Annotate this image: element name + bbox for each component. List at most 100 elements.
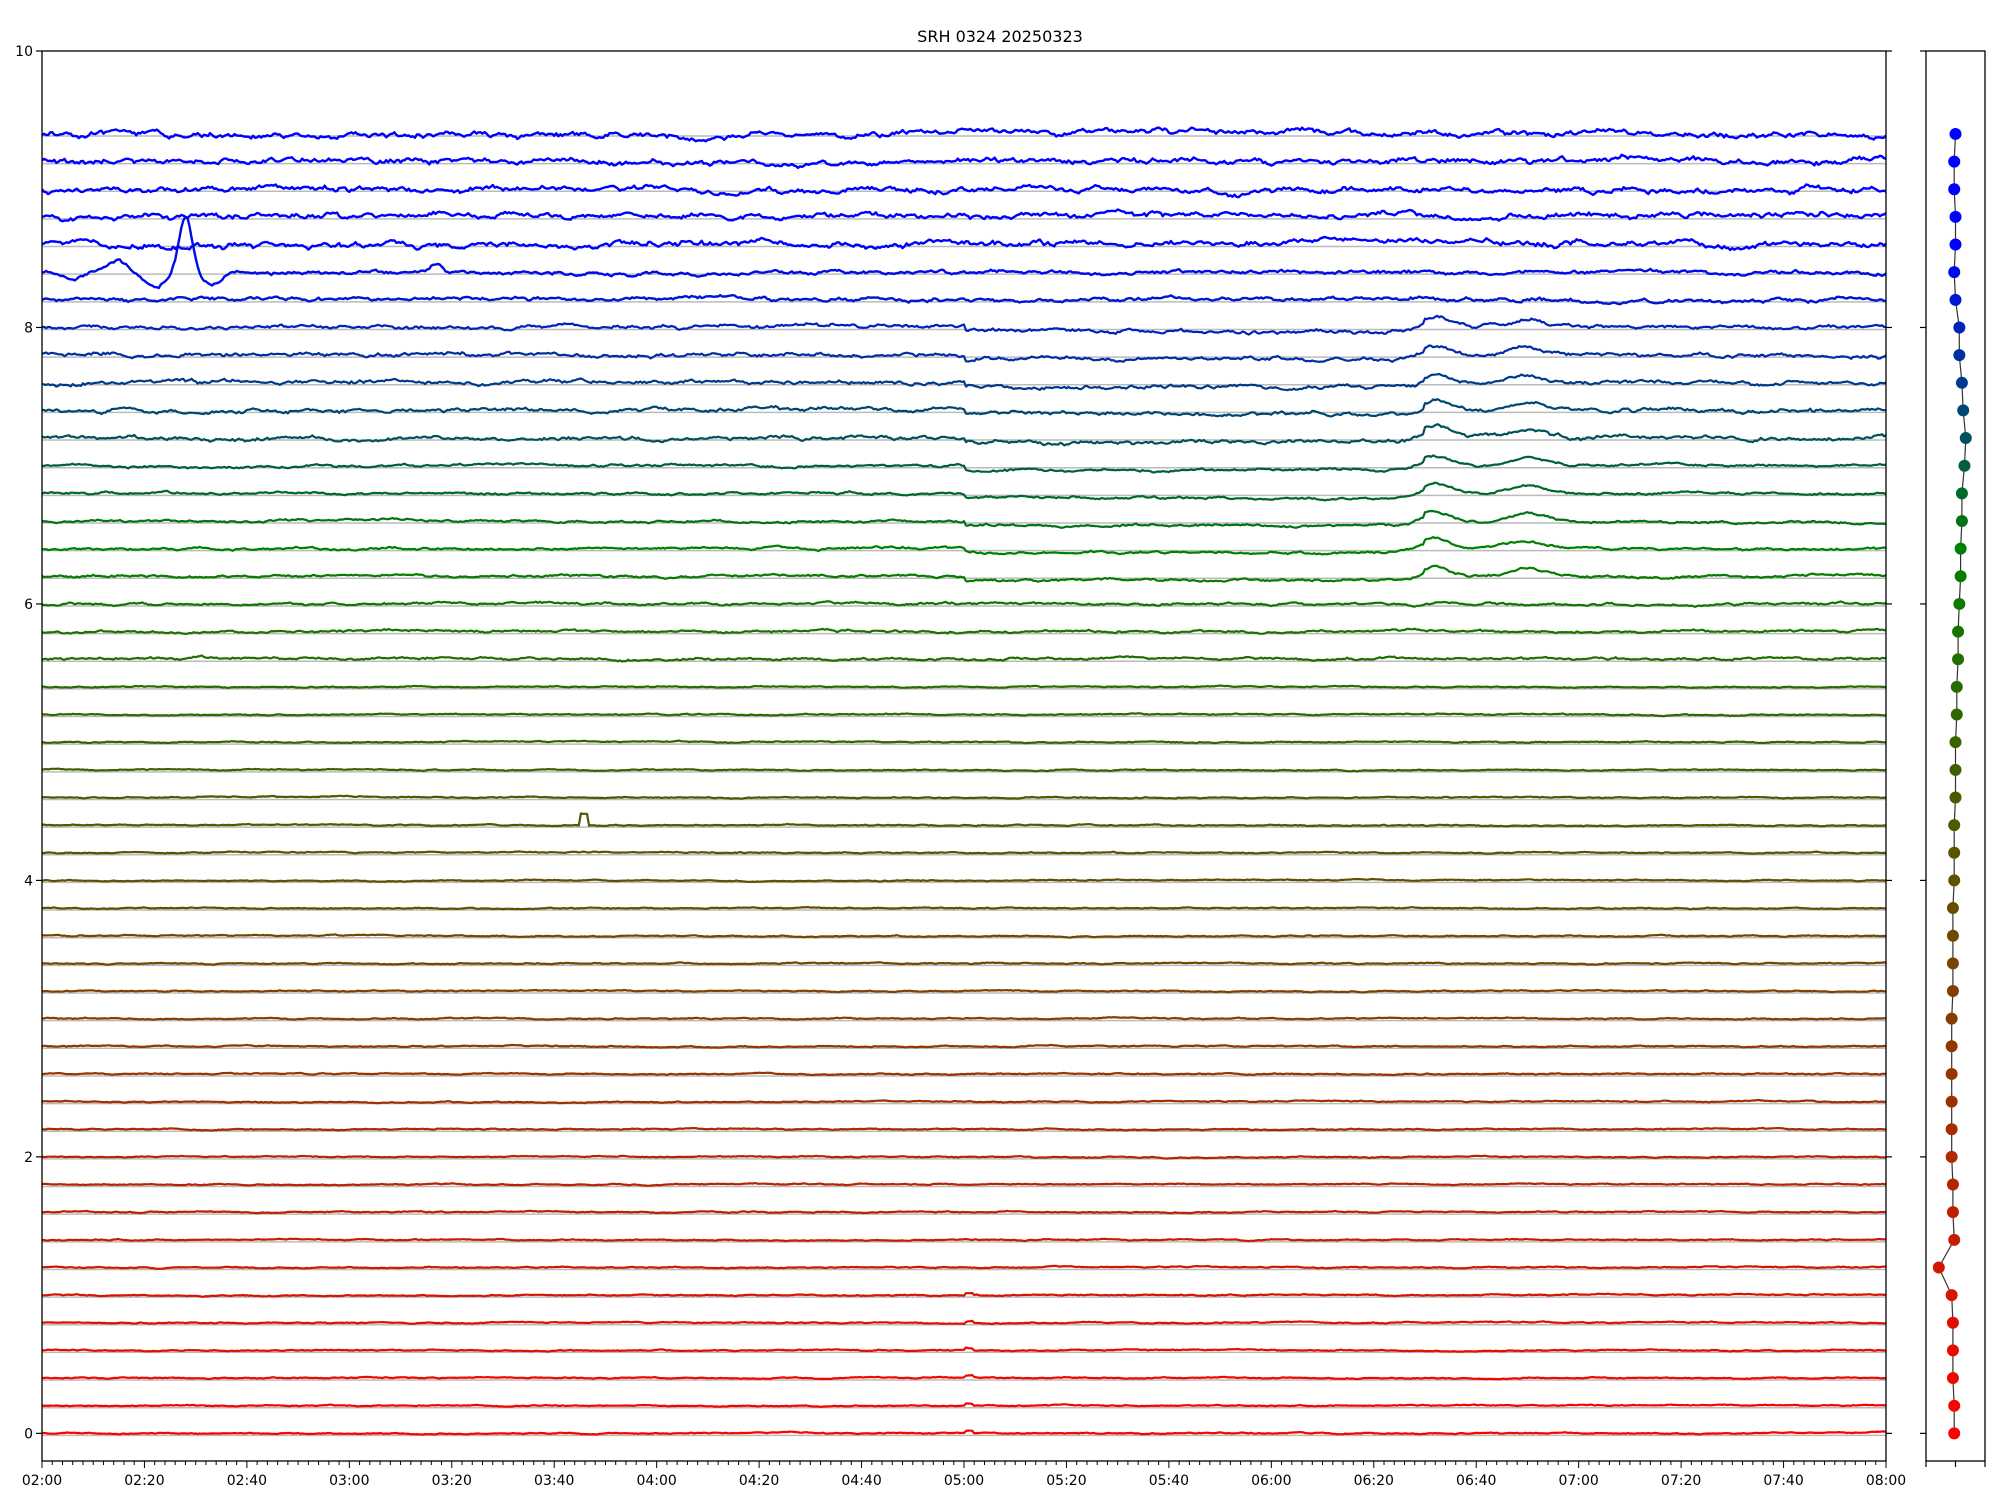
side-point xyxy=(1949,127,1962,140)
side-point xyxy=(1948,846,1961,859)
trace-line xyxy=(41,1043,1887,1049)
x-tick-label: 03:40 xyxy=(534,1473,574,1489)
side-point xyxy=(1948,874,1961,887)
x-tick-label: 07:20 xyxy=(1661,1473,1701,1489)
side-point xyxy=(1946,1344,1959,1357)
side-point xyxy=(1957,404,1970,417)
x-tick-label: 06:40 xyxy=(1456,1473,1496,1489)
trace-line xyxy=(41,739,1887,745)
side-point xyxy=(1949,293,1962,306)
side-point xyxy=(1948,183,1961,196)
side-point xyxy=(1955,376,1968,389)
y-tick-label: 6 xyxy=(24,597,33,613)
y-tick-label: 4 xyxy=(24,873,33,889)
side-point xyxy=(1948,819,1961,832)
side-point xyxy=(1954,542,1967,555)
side-point xyxy=(1948,155,1961,168)
x-tick-label: 04:20 xyxy=(739,1473,779,1489)
side-point xyxy=(1953,597,1966,610)
side-point xyxy=(1949,210,1962,223)
x-tick-label: 05:40 xyxy=(1149,1473,1189,1489)
trace-line xyxy=(42,536,1887,556)
trace-line xyxy=(42,1429,1887,1436)
x-tick-label: 07:40 xyxy=(1763,1473,1803,1489)
side-point xyxy=(1949,238,1962,251)
trace-line xyxy=(41,372,1887,392)
main-axes-frame xyxy=(41,50,1887,1462)
side-point xyxy=(1955,487,1968,500)
trace-line xyxy=(41,1126,1887,1132)
side-point xyxy=(1946,1316,1959,1329)
trace-line xyxy=(41,767,1887,773)
trace-line xyxy=(41,398,1886,418)
side-point xyxy=(1953,349,1966,362)
x-tick-label: 02:00 xyxy=(22,1473,62,1489)
side-panel xyxy=(1920,50,1986,1467)
side-point xyxy=(1946,902,1959,915)
side-point xyxy=(1952,625,1965,638)
side-point xyxy=(1958,459,1971,472)
trace-line xyxy=(41,1264,1887,1270)
side-point xyxy=(1959,432,1972,445)
side-point xyxy=(1949,763,1962,776)
trace-line xyxy=(41,126,1887,143)
trace-line xyxy=(41,1181,1887,1187)
trace-line xyxy=(41,564,1887,583)
side-point xyxy=(1945,1289,1958,1302)
trace-line xyxy=(41,812,1887,828)
trace-line xyxy=(42,1237,1887,1243)
trace-line xyxy=(41,481,1887,502)
side-point xyxy=(1945,1040,1958,1053)
x-tick-label: 04:40 xyxy=(841,1473,881,1489)
side-point xyxy=(1949,736,1962,749)
x-tick-label: 02:20 xyxy=(124,1473,164,1489)
x-tick-label: 05:00 xyxy=(944,1473,984,1489)
trace-line xyxy=(41,794,1887,800)
trace-line xyxy=(41,314,1887,336)
x-tick-label: 03:00 xyxy=(329,1473,369,1489)
trace-line xyxy=(41,1154,1886,1160)
x-tick-label: 06:20 xyxy=(1354,1473,1394,1489)
chart-title: SRH 0324 20250323 xyxy=(917,27,1083,46)
y-tick-label: 2 xyxy=(24,1150,33,1166)
trace-line xyxy=(41,183,1887,199)
trace-line xyxy=(41,423,1887,447)
trace-line xyxy=(41,1071,1887,1077)
side-point xyxy=(1953,321,1966,334)
trace-line xyxy=(41,933,1887,939)
side-point xyxy=(1954,570,1967,583)
trace-line xyxy=(41,600,1887,608)
side-point xyxy=(1945,1012,1958,1025)
x-tick-label: 04:00 xyxy=(636,1473,676,1489)
trace-line xyxy=(41,208,1887,223)
y-tick-label: 0 xyxy=(24,1426,33,1442)
side-point xyxy=(1945,1123,1958,1136)
trace-line xyxy=(41,1209,1887,1215)
side-point xyxy=(1946,1372,1959,1385)
x-tick-label: 08:00 xyxy=(1866,1473,1906,1489)
trace-line xyxy=(41,906,1887,911)
trace-line xyxy=(41,454,1886,474)
trace-line xyxy=(42,1291,1887,1298)
x-tick-label: 06:00 xyxy=(1251,1473,1291,1489)
x-tick-label: 07:00 xyxy=(1558,1473,1598,1489)
side-point xyxy=(1946,985,1959,997)
trace-line xyxy=(41,684,1887,690)
gridlines xyxy=(42,135,1886,1437)
trace-line xyxy=(41,877,1887,883)
trace-line xyxy=(41,1402,1887,1408)
trace-line xyxy=(41,215,1887,290)
side-point xyxy=(1948,1427,1961,1440)
side-point xyxy=(1949,791,1962,804)
trace-line xyxy=(41,1346,1887,1353)
side-point xyxy=(1948,266,1961,279)
side-point xyxy=(1945,1150,1958,1163)
x-axis: 02:00 02:20 02:40 03:00 03:20 03:40 04:00 04:20… xyxy=(22,1461,1906,1489)
side-point xyxy=(1952,653,1965,666)
side-point xyxy=(1946,1206,1959,1219)
y-axis: 0 2 4 6 8 10 xyxy=(15,44,1892,1442)
trace-line xyxy=(41,988,1887,994)
side-point xyxy=(1948,1399,1961,1412)
x-tick-label: 02:40 xyxy=(227,1473,267,1489)
